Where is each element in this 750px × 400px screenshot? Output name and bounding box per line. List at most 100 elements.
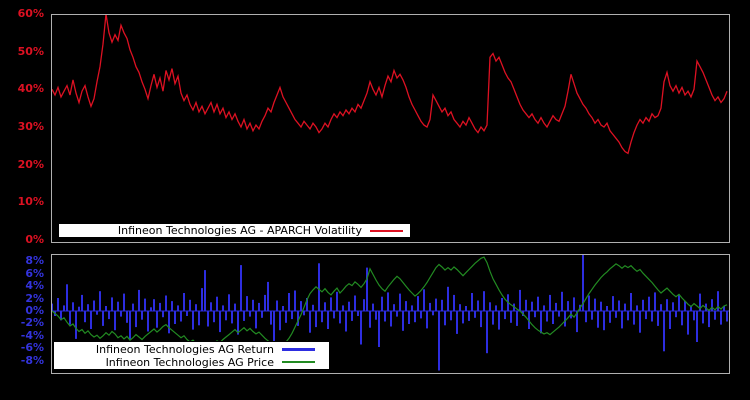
return-bar	[372, 304, 374, 311]
return-bar	[708, 311, 710, 327]
return-bar	[525, 300, 527, 311]
return-price-plot-area: Infineon Technologies AG Return Infineon…	[51, 254, 730, 374]
return-bar	[333, 311, 335, 318]
return-bar	[282, 306, 284, 311]
return-bar	[204, 270, 206, 311]
return-bar	[57, 298, 59, 311]
return-bar	[564, 311, 566, 327]
volatility-line-chart	[52, 15, 729, 242]
return-bar	[189, 300, 191, 311]
return-bar	[285, 311, 287, 323]
return-legend-label: Infineon Technologies AG Return	[96, 343, 274, 356]
return-bar	[456, 311, 458, 334]
return-bar	[465, 306, 467, 311]
return-bar	[519, 290, 521, 311]
return-bar	[711, 299, 713, 311]
return-bar	[504, 311, 506, 319]
return-bar	[273, 311, 275, 343]
return-bar	[366, 268, 368, 311]
return-bar	[417, 296, 419, 311]
return-bar	[726, 311, 728, 322]
return-bar	[489, 302, 491, 311]
return-bar	[276, 301, 278, 312]
return-bar	[252, 300, 254, 311]
return-bar	[627, 311, 629, 320]
volatility-line	[52, 15, 727, 153]
return-bar	[633, 311, 635, 325]
return-bar	[174, 311, 176, 324]
return-bar	[237, 311, 239, 335]
return-bar	[444, 311, 446, 325]
return-bar	[96, 311, 98, 315]
y-tick-label: 40%	[0, 83, 45, 95]
return-bar	[111, 297, 113, 311]
return-bar	[696, 311, 698, 342]
return-bar	[450, 311, 452, 320]
return-bar	[591, 311, 593, 320]
price-legend-label: Infineon Technologies AG Price	[106, 356, 274, 369]
return-bar	[609, 311, 611, 323]
volatility-legend-label: Infineon Technologies AG - APARCH Volati…	[118, 224, 362, 237]
return-bar	[309, 311, 311, 333]
return-bar	[585, 311, 587, 322]
return-bar	[657, 311, 659, 326]
return-bar	[63, 305, 65, 311]
return-bar	[249, 311, 251, 317]
return-bar	[114, 311, 116, 330]
return-bar	[90, 311, 92, 329]
y-axis-labels: 60%50%40%30%20%10%0%8%6%4%2%0%-2%-4%-6%-…	[0, 0, 45, 400]
return-bar	[438, 311, 440, 371]
return-bar	[348, 302, 350, 311]
return-bar	[624, 304, 626, 311]
return-bar	[216, 297, 218, 311]
return-bar	[225, 311, 227, 320]
return-bar	[396, 311, 398, 317]
return-bar	[510, 311, 512, 323]
return-bar	[177, 305, 179, 311]
return-bar	[720, 311, 722, 325]
return-bar	[300, 301, 302, 311]
return-bar	[210, 302, 212, 311]
return-bar	[222, 305, 224, 311]
volatility-legend: Infineon Technologies AG - APARCH Volati…	[58, 223, 411, 238]
return-bar	[240, 265, 242, 311]
return-bar	[186, 311, 188, 316]
return-bar	[534, 311, 536, 317]
return-bar	[435, 299, 437, 311]
return-bar	[408, 311, 410, 324]
return-bar	[72, 302, 74, 311]
return-bar	[516, 311, 518, 326]
y-tick-label: 60%	[0, 8, 45, 20]
return-bar	[342, 305, 344, 311]
return-bar	[93, 301, 95, 312]
return-bar	[432, 311, 434, 315]
return-bar	[453, 295, 455, 311]
return-bar	[387, 292, 389, 311]
legend-row-return: Infineon Technologies AG Return	[96, 343, 317, 356]
return-bar	[588, 296, 590, 312]
return-bar	[141, 311, 143, 320]
y-tick-label: 20%	[0, 159, 45, 171]
return-bar	[336, 292, 338, 311]
y-tick-label: 0%	[0, 305, 45, 317]
return-bar	[162, 311, 164, 317]
return-bar	[486, 311, 488, 353]
return-bar	[531, 302, 533, 311]
return-bar	[594, 299, 596, 311]
return-bar	[603, 311, 605, 330]
return-bar	[69, 311, 71, 325]
return-bar	[411, 305, 413, 311]
return-bar	[180, 311, 182, 322]
return-bar	[672, 302, 674, 311]
return-bar	[606, 306, 608, 311]
return-bar	[414, 311, 416, 322]
return-bar	[84, 311, 86, 322]
volatility-plot-area: Infineon Technologies AG - APARCH Volati…	[51, 14, 730, 243]
return-bar	[144, 299, 146, 311]
return-bar	[123, 294, 125, 311]
return-bar	[447, 287, 449, 311]
return-bar	[213, 311, 215, 322]
return-bar	[243, 311, 245, 321]
return-bar	[495, 305, 497, 311]
y-tick-label: 8%	[0, 255, 45, 267]
